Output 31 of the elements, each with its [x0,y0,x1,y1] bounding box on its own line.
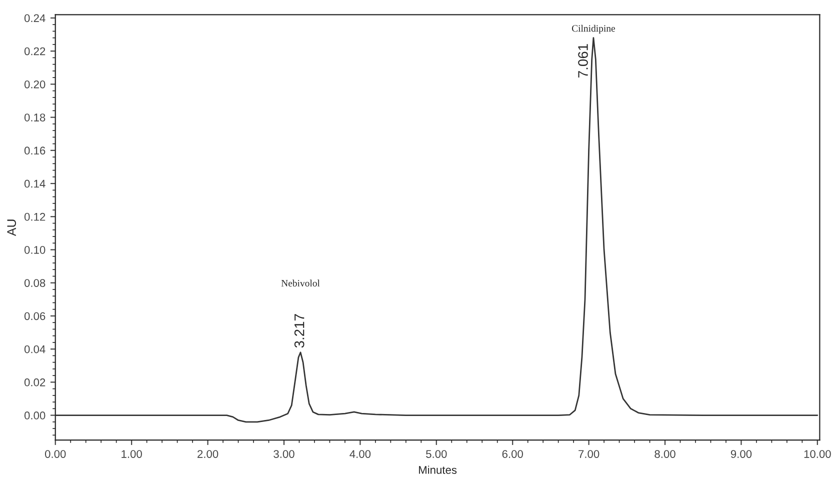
x-axis-title: Minutes [419,466,457,474]
y-tick-label: 0.04 [24,345,46,354]
x-tick-label: 9.00 [730,450,752,458]
x-tick-label: 6.00 [502,450,523,458]
annotation: Cilnidipine [572,24,615,34]
y-tick-label: 0.24 [24,14,46,22]
annotation: 3.217 [294,314,304,348]
y-tick-label: 0.14 [24,180,46,188]
y-tick-label: 0.20 [24,80,46,88]
x-tick-label: 3.00 [274,450,294,458]
y-axis-title: AU [7,220,16,236]
y-tick-label: 0.02 [24,378,46,386]
annotation: 7.061 [578,44,588,78]
y-tick-label: 0.06 [24,312,46,320]
x-tick-label: 10.00 [804,450,831,458]
line-series [55,37,818,423]
x-tick-label: 0.00 [44,450,66,458]
y-tick-label: 0.10 [24,246,46,254]
y-tick-label: 0.12 [24,212,46,221]
x-tick-label: 7.00 [578,450,600,458]
y-tick-label: 0.08 [24,279,46,287]
y-tick-label: 0.16 [24,146,46,155]
y-tick-label: 0.00 [24,412,46,420]
x-tick-label: 2.00 [198,450,218,458]
y-tick-label: 0.22 [24,47,46,56]
x-tick-label: 8.00 [654,450,676,458]
y-tick-label: 0.18 [24,114,46,122]
x-tick-label: 5.00 [426,450,447,458]
x-tick-label: 1.00 [122,450,142,458]
x-tick-label: 4.00 [350,450,371,458]
annotation: Nebivolol [281,280,320,286]
